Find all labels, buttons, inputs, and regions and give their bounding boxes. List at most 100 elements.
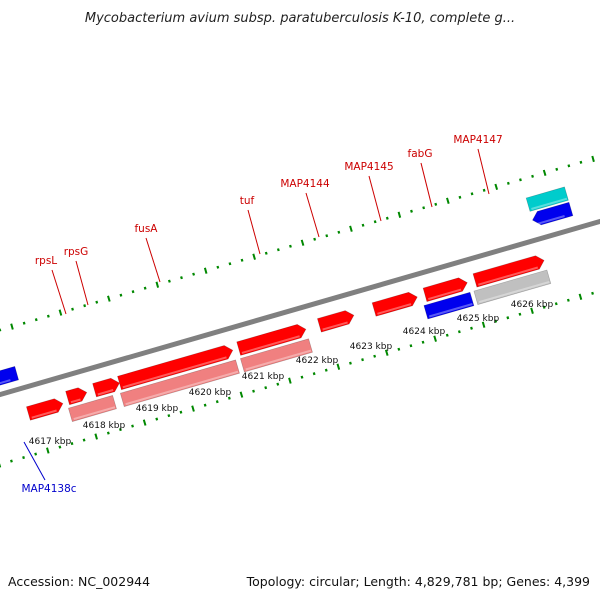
outer-tick bbox=[264, 386, 268, 390]
inner-tick bbox=[494, 183, 499, 190]
outer-tick bbox=[518, 312, 522, 316]
gene-label-map4145[interactable]: MAP4145 bbox=[344, 161, 393, 173]
gene-arrow-rpsG-cds-highlight bbox=[70, 398, 81, 404]
feature-box-fabG[interactable] bbox=[423, 291, 475, 320]
inner-tick bbox=[531, 174, 534, 178]
inner-tick bbox=[228, 262, 232, 266]
inner-tick bbox=[276, 248, 280, 252]
inner-tick bbox=[313, 237, 317, 241]
rna-box-reverse-right[interactable] bbox=[525, 186, 569, 212]
gene-label-map4147[interactable]: MAP4147 bbox=[453, 134, 502, 146]
rna-box-fusA[interactable] bbox=[119, 359, 240, 407]
inner-tick bbox=[325, 234, 329, 238]
inner-tick bbox=[216, 265, 220, 269]
gene-arrow-rpsL[interactable] bbox=[26, 398, 64, 421]
kbp-label: 4619 kbp bbox=[136, 404, 179, 414]
inner-tick bbox=[22, 321, 26, 325]
gene-label-fabg[interactable]: fabG bbox=[408, 148, 433, 160]
outer-tick bbox=[106, 431, 110, 435]
inner-tick bbox=[58, 309, 63, 316]
inner-tick bbox=[289, 244, 292, 248]
gene-label-fusa[interactable]: fusA bbox=[134, 223, 158, 235]
gene-arrow-rpsG-cds[interactable] bbox=[65, 387, 88, 406]
outer-tick bbox=[10, 459, 13, 463]
inner-tick bbox=[579, 160, 583, 164]
gene-label-tuf[interactable]: tuf bbox=[240, 195, 255, 207]
inner-tick bbox=[446, 197, 450, 204]
outer-tick bbox=[494, 319, 498, 323]
inner-tick bbox=[264, 251, 268, 255]
gene-arrow-MAP4147[interactable] bbox=[472, 255, 545, 288]
kbp-label: 4625 kbp bbox=[457, 314, 500, 324]
outer-tick bbox=[566, 298, 570, 302]
gene-labels: rpsL rpsG fusA tuf MAP4144 MAP4145 fabG MAP4147… bbox=[21, 134, 502, 495]
outer-tick bbox=[155, 417, 159, 421]
outer-tick bbox=[288, 377, 292, 384]
kbp-label: 4622 kbp bbox=[296, 356, 339, 366]
gene-arrow-MAP4138c[interactable] bbox=[0, 366, 19, 386]
outer-tick-ring bbox=[0, 291, 594, 468]
outer-tick bbox=[361, 358, 364, 362]
inner-tick bbox=[192, 272, 196, 276]
rna-box-rpsL-rpsG[interactable] bbox=[68, 395, 117, 422]
kbp-label: 4621 kbp bbox=[242, 372, 285, 382]
inner-tick bbox=[470, 192, 474, 196]
gene-arrow-MAP4145[interactable] bbox=[371, 291, 418, 317]
outer-tick bbox=[457, 330, 461, 334]
inner-tick bbox=[482, 188, 486, 192]
inner-tick bbox=[180, 276, 183, 280]
gene-arrow-MAP4144-highlight bbox=[322, 321, 348, 331]
inner-tick bbox=[337, 230, 341, 234]
outer-tick bbox=[397, 347, 401, 351]
inner-tick bbox=[34, 318, 38, 322]
gene-arrow-MAP4147-highlight bbox=[478, 266, 539, 286]
inner-tick bbox=[385, 216, 389, 220]
outer-tick bbox=[167, 414, 171, 418]
gene-label-map4138c[interactable]: MAP4138c bbox=[21, 483, 76, 495]
outer-tick bbox=[470, 326, 473, 330]
kbp-label: 4620 kbp bbox=[189, 388, 232, 398]
gene-arrow-reverse-right[interactable] bbox=[532, 201, 574, 226]
outer-tick bbox=[530, 307, 534, 314]
gene-arrow-rpsG2[interactable] bbox=[92, 377, 120, 398]
outer-tick bbox=[142, 419, 147, 426]
gene-label-rpsl[interactable]: rpsL bbox=[35, 255, 57, 267]
gene-arrow-fabG[interactable] bbox=[422, 277, 468, 302]
inner-tick bbox=[591, 155, 595, 163]
leader-line-rpsl bbox=[51, 269, 67, 315]
outer-tick bbox=[94, 433, 98, 440]
gene-arrow-tuf[interactable] bbox=[236, 324, 307, 356]
gene-arrow-MAP4144[interactable] bbox=[317, 310, 355, 333]
leader-line-map4144 bbox=[305, 192, 320, 238]
kbp-label: 4617 kbp bbox=[29, 437, 72, 447]
outer-tick bbox=[34, 452, 38, 456]
outer-tick bbox=[373, 354, 377, 358]
gene-label-map4144[interactable]: MAP4144 bbox=[280, 178, 330, 190]
outer-tick bbox=[300, 375, 304, 379]
outer-tick bbox=[22, 456, 25, 460]
outer-tick bbox=[70, 441, 74, 446]
gene-arrow-MAP4138c-highlight bbox=[0, 379, 11, 385]
inner-tick bbox=[240, 258, 244, 262]
outer-tick bbox=[481, 321, 486, 328]
outer-tick bbox=[58, 445, 62, 449]
outer-tick bbox=[239, 391, 244, 398]
inner-tick bbox=[567, 164, 571, 168]
outer-tick bbox=[46, 447, 50, 454]
inner-tick bbox=[83, 304, 87, 308]
outer-tick bbox=[252, 389, 255, 393]
feature-box-MAP4147[interactable] bbox=[473, 269, 552, 305]
inner-tick bbox=[373, 220, 377, 224]
inner-tick bbox=[349, 225, 353, 232]
outer-tick bbox=[312, 372, 316, 376]
inner-tick bbox=[95, 300, 99, 304]
genome-summary-text: Topology: circular; Length: 4,829,781 bp… bbox=[246, 574, 590, 589]
gene-arrow-fusA[interactable] bbox=[117, 345, 234, 391]
rna-box-tuf[interactable] bbox=[240, 338, 313, 373]
inner-tick bbox=[71, 307, 74, 311]
rna-box-reverse-right-highlight bbox=[531, 197, 568, 210]
outer-tick bbox=[324, 368, 328, 372]
gene-label-rpsg[interactable]: rpsG bbox=[64, 246, 89, 258]
inner-tick bbox=[252, 253, 256, 260]
